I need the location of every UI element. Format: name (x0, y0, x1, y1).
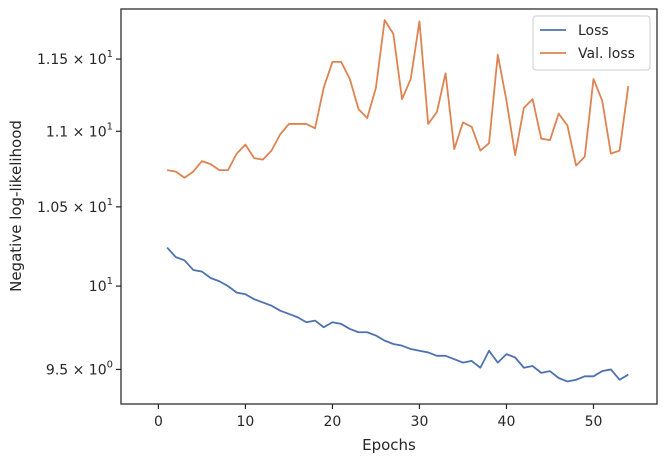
legend-label-loss: Loss (578, 23, 609, 39)
y-tick-label: 1.15 × 101 (37, 49, 113, 68)
plot-area (121, 9, 657, 404)
series-lines (166, 19, 630, 383)
x-tick-label: 20 (324, 414, 342, 430)
x-axis-ticks: 0 10 20 30 40 50 (154, 404, 602, 430)
y-tick-label: 9.5 × 100 (46, 359, 113, 378)
x-tick-label: 0 (154, 414, 163, 430)
series-line-val-loss (166, 19, 630, 179)
x-tick-label: 50 (585, 414, 603, 430)
x-tick-label: 30 (411, 414, 429, 430)
x-tick-label: 10 (237, 414, 255, 430)
series-line-loss (166, 246, 629, 383)
y-tick-label: 1.05 × 101 (37, 197, 113, 216)
legend-label-val-loss: Val. loss (578, 46, 635, 62)
y-tick-label: 1.1 × 101 (46, 121, 113, 140)
x-tick-label: 40 (498, 414, 516, 430)
y-axis-label: Negative log-likelihood (7, 120, 25, 292)
y-axis-ticks: 9.5 × 100 101 1.05 × 101 1.1 × 101 1.15 × 10… (37, 49, 121, 378)
legend: Loss Val. loss (532, 15, 651, 71)
plot-frame (120, 8, 658, 405)
y-tick-label: 101 (89, 276, 113, 295)
x-axis-label: Epochs (362, 436, 416, 454)
